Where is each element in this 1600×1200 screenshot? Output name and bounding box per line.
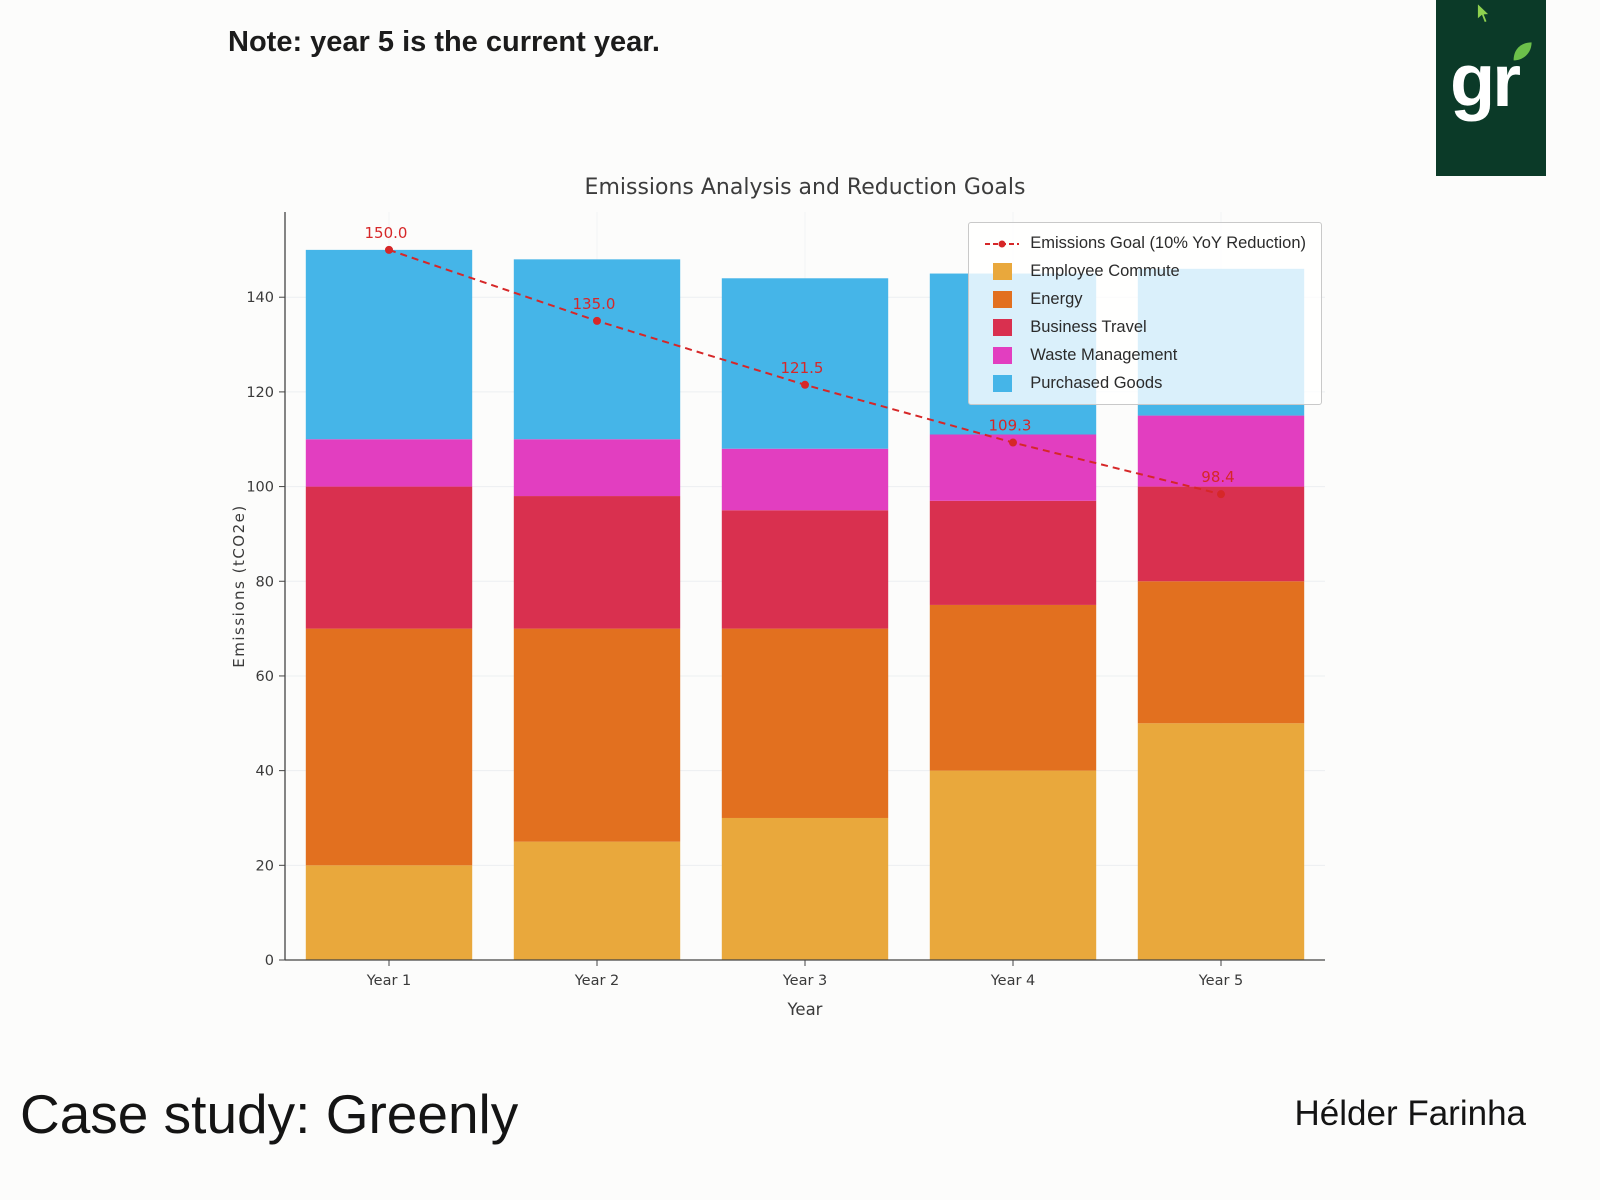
y-tick-label: 140 (246, 290, 274, 306)
y-tick-label: 20 (256, 858, 274, 874)
series-color-swatch (992, 375, 1012, 392)
y-tick-label: 0 (265, 953, 274, 969)
goal-marker (593, 316, 601, 325)
y-tick-label: 100 (246, 480, 274, 496)
legend-swatch (984, 263, 1020, 280)
legend-swatch (984, 375, 1020, 392)
greenly-logo: gr (1436, 0, 1546, 176)
legend-item: Emissions Goal (10% YoY Reduction) (984, 234, 1306, 253)
y-tick-label: 120 (246, 385, 274, 401)
legend-item: Employee Commute (984, 262, 1306, 281)
note-text: Note: year 5 is the current year. (228, 26, 660, 58)
author-name: Hélder Farinha (1294, 1094, 1527, 1133)
goal-line-icon (985, 240, 1020, 247)
goal-marker (385, 245, 393, 254)
bar-segment (721, 628, 889, 818)
y-tick-label: 80 (256, 574, 274, 590)
slide-title: Case study: Greenly (20, 1083, 519, 1145)
bar-segment (305, 486, 473, 629)
series-color-swatch (992, 291, 1012, 308)
bar-segment (305, 249, 473, 440)
goal-data-label: 109.3 (989, 417, 1032, 435)
bar-segment (513, 259, 681, 440)
chart-title: Emissions Analysis and Reduction Goals (585, 175, 1026, 200)
bar-segment (1137, 723, 1305, 960)
emissions-chart: 150.0 135.0 121.5 109.3 98.4 0 20 40 60 80 100 120 1… (230, 172, 1340, 1019)
x-tick-label: Year 1 (366, 973, 412, 989)
y-tick-label: 60 (256, 669, 274, 685)
x-tick-label: Year 3 (782, 973, 828, 989)
legend-label: Waste Management (1030, 346, 1178, 364)
y-tick-label: 40 (256, 764, 274, 780)
legend-label: Energy (1030, 290, 1083, 308)
legend-item: Business Travel (984, 318, 1306, 337)
bar-segment (929, 500, 1097, 605)
legend-label: Employee Commute (1030, 262, 1180, 280)
mouse-cursor-icon (1476, 2, 1491, 24)
bar-segment (513, 628, 681, 842)
x-axis-label: Year (787, 1000, 823, 1017)
bar-segment (929, 604, 1097, 771)
series-color-swatch (992, 263, 1012, 280)
bar-segment (721, 278, 889, 449)
legend-item: Purchased Goods (984, 374, 1306, 393)
bar-segment (1137, 486, 1305, 582)
legend-item: Waste Management (984, 346, 1306, 365)
legend-swatch (984, 319, 1020, 336)
goal-data-label: 135.0 (573, 295, 616, 313)
bar-segment (1137, 581, 1305, 724)
goal-data-label: 121.5 (781, 359, 824, 377)
bar-segment (929, 770, 1097, 960)
goal-marker (1217, 490, 1225, 499)
legend-item: Energy (984, 290, 1306, 309)
logo-wordmark: gr (1450, 39, 1521, 122)
goal-data-label: 98.4 (1201, 468, 1234, 486)
y-axis-label: Emissions (tCO2e) (230, 504, 248, 667)
legend-label: Emissions Goal (10% YoY Reduction) (1030, 234, 1306, 252)
legend-label: Purchased Goods (1030, 374, 1163, 392)
x-tick-label: Year 4 (990, 973, 1036, 989)
legend-swatch (984, 237, 1020, 251)
legend-swatch (984, 347, 1020, 364)
x-tick-label: Year 2 (574, 973, 620, 989)
bar-segment (305, 439, 473, 487)
bar-segment (1137, 415, 1305, 487)
legend-label: Business Travel (1030, 318, 1147, 336)
legend-swatch (984, 291, 1020, 308)
goal-marker (1009, 438, 1017, 447)
bar-segment (513, 439, 681, 497)
bar-segment (721, 817, 889, 960)
bar-segment (513, 496, 681, 629)
bar-segment (721, 510, 889, 629)
leaf-icon (1513, 42, 1532, 61)
series-color-swatch (992, 347, 1012, 364)
bar-segment (721, 448, 889, 511)
bar-segment (305, 628, 473, 866)
x-tick-label: Year 5 (1198, 973, 1244, 989)
bar-segment (305, 865, 473, 960)
series-color-swatch (992, 319, 1012, 336)
chart-legend: Emissions Goal (10% YoY Reduction) Employ… (968, 222, 1322, 405)
goal-data-label: 150.0 (365, 224, 408, 242)
goal-marker (801, 380, 809, 389)
bar-segment (513, 841, 681, 960)
